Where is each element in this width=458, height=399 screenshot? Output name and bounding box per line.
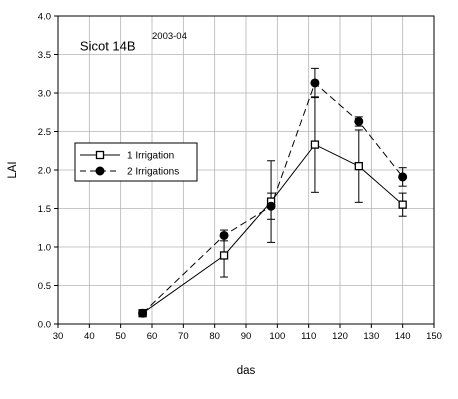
legend-label-2-irrigations: 2 Irrigations bbox=[127, 167, 179, 178]
y-tick-label: 3.5 bbox=[38, 50, 51, 61]
data-point-circle bbox=[310, 78, 320, 88]
legend-box bbox=[74, 142, 198, 182]
data-point-square bbox=[310, 140, 320, 149]
series-line-1 bbox=[142, 143, 404, 314]
legend-marker-open-square bbox=[95, 150, 105, 160]
y-tick-label: 0.0 bbox=[38, 320, 51, 331]
x-tick-label: 30 bbox=[53, 331, 64, 342]
x-tick-label: 90 bbox=[241, 331, 252, 342]
x-tick-label: 120 bbox=[332, 331, 348, 342]
axis-ticks: 30 40 50 60 70 80 90 100 110 120 130 140 150 0.0 0.5 1.… bbox=[38, 12, 442, 343]
x-tick-label: 50 bbox=[115, 331, 126, 342]
series-line-2 bbox=[142, 82, 404, 314]
legend-marker-filled-circle bbox=[95, 166, 105, 176]
data-point-circle bbox=[266, 201, 276, 211]
x-tick-label: 70 bbox=[178, 331, 189, 342]
annotation-cultivar: Sicot 14B bbox=[80, 39, 136, 54]
x-tick-label: 140 bbox=[395, 331, 411, 342]
data-point-square bbox=[219, 251, 229, 260]
data-point-circle bbox=[354, 116, 364, 126]
y-tick-label: 1.0 bbox=[38, 243, 51, 254]
legend-label-1-irrigation: 1 Irrigation bbox=[127, 151, 174, 162]
marker-group bbox=[138, 78, 408, 318]
data-point-square bbox=[354, 161, 363, 171]
y-tick-label: 0.5 bbox=[38, 281, 51, 292]
data-point-circle bbox=[138, 308, 148, 318]
x-tick-label: 40 bbox=[84, 331, 95, 342]
x-tick-label: 150 bbox=[426, 331, 442, 342]
series-group bbox=[138, 67, 407, 317]
x-tick-label: 100 bbox=[269, 331, 285, 342]
y-tick-label: 4.0 bbox=[38, 12, 51, 23]
x-axis-label: das bbox=[237, 365, 256, 377]
x-tick-label: 80 bbox=[209, 331, 220, 342]
y-tick-label: 2.5 bbox=[38, 127, 51, 138]
x-tick-label: 60 bbox=[147, 331, 158, 342]
x-tick-label: 130 bbox=[363, 331, 379, 342]
y-axis-label: LAI bbox=[7, 161, 19, 178]
grid-lines bbox=[58, 16, 434, 324]
data-point-circle bbox=[398, 172, 408, 182]
y-tick-label: 1.5 bbox=[38, 204, 51, 215]
data-point-circle bbox=[219, 230, 229, 240]
y-tick-label: 3.0 bbox=[38, 89, 51, 100]
legend: 1 Irrigation 2 Irrigations bbox=[74, 142, 198, 182]
annotation-season: 2003-04 bbox=[152, 31, 187, 42]
x-tick-label: 110 bbox=[301, 331, 316, 342]
y-tick-label: 2.0 bbox=[38, 166, 51, 177]
data-point-square bbox=[398, 200, 407, 209]
